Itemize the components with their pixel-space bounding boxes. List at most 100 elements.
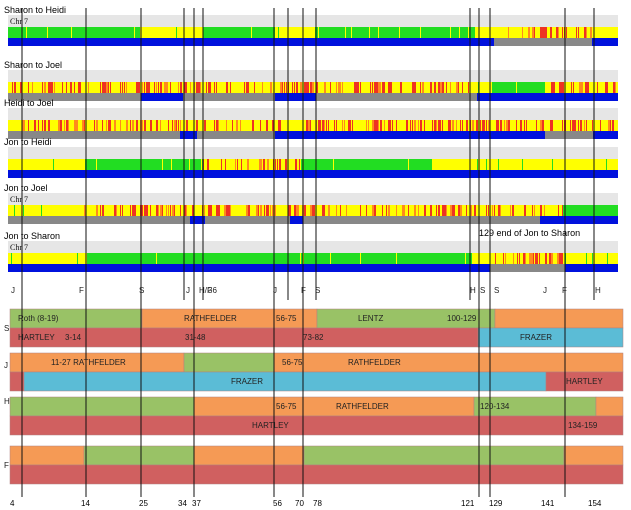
mismatch-mark — [517, 253, 518, 264]
ibd-band — [545, 131, 593, 139]
mismatch-mark — [54, 82, 55, 93]
ibd-band — [275, 93, 316, 101]
mismatch-mark — [450, 205, 452, 216]
mismatch-mark — [47, 27, 48, 38]
segment-label: HARTLEY — [18, 333, 55, 342]
mismatch-mark — [206, 82, 207, 93]
mismatch-mark — [368, 120, 369, 131]
mismatch-mark — [226, 205, 228, 216]
mismatch-mark — [360, 205, 361, 216]
mismatch-mark — [138, 82, 140, 93]
mismatch-mark — [468, 27, 469, 38]
mismatch-mark — [459, 27, 460, 38]
mismatch-mark — [366, 205, 367, 216]
mismatch-mark — [144, 205, 146, 216]
mismatch-mark — [186, 205, 187, 216]
mismatch-mark — [154, 82, 155, 93]
mismatch-mark — [266, 120, 268, 131]
mismatch-mark — [539, 253, 540, 264]
mismatch-mark — [462, 82, 463, 93]
mismatch-mark — [424, 205, 426, 216]
mismatch-mark — [546, 27, 547, 38]
mismatch-mark — [96, 205, 98, 216]
mismatch-mark — [336, 120, 337, 131]
segment-label: 56-75 — [282, 358, 303, 367]
segment — [9, 396, 195, 417]
mismatch-mark — [344, 120, 345, 131]
mismatch-mark — [584, 27, 586, 38]
mismatch-mark — [256, 205, 258, 216]
mismatch-mark — [306, 120, 308, 131]
track-background — [8, 15, 618, 27]
mismatch-mark — [345, 27, 346, 38]
mismatch-mark — [282, 82, 283, 93]
comparison-track — [8, 15, 618, 46]
mismatch-mark — [512, 205, 514, 216]
comparison-label: Jon to Joel — [4, 183, 48, 193]
mismatch-mark — [166, 205, 167, 216]
position-lines — [21, 8, 595, 497]
segment-label: LENTZ — [358, 314, 383, 323]
mismatch-mark — [22, 120, 24, 131]
mismatch-mark — [251, 27, 252, 38]
match-band — [315, 27, 475, 38]
mismatch-mark — [82, 120, 84, 131]
mismatch-mark — [84, 159, 85, 170]
mismatch-mark — [258, 205, 259, 216]
mismatch-mark — [102, 205, 104, 216]
mismatch-mark — [396, 120, 397, 131]
mismatch-mark — [561, 82, 563, 93]
mismatch-mark — [376, 120, 378, 131]
mismatch-mark — [162, 205, 163, 216]
mismatch-mark — [494, 205, 495, 216]
mismatch-mark — [496, 120, 498, 131]
mismatch-mark — [466, 120, 468, 131]
mismatch-mark — [452, 205, 454, 216]
mismatch-mark — [232, 120, 233, 131]
mismatch-mark — [204, 120, 206, 131]
mismatch-mark — [336, 205, 337, 216]
mismatch-mark — [424, 120, 425, 131]
ibd-band — [565, 264, 618, 272]
mismatch-mark — [587, 82, 589, 93]
mismatch-mark — [94, 120, 95, 131]
mismatch-mark — [590, 27, 592, 38]
mismatch-mark — [290, 205, 291, 216]
mismatch-mark — [584, 120, 585, 131]
mismatch-mark — [142, 82, 143, 93]
segment-label: 134-159 — [568, 421, 598, 430]
mismatch-mark — [498, 120, 499, 131]
mismatch-mark — [436, 120, 437, 131]
mismatch-mark — [174, 120, 176, 131]
match-band — [140, 27, 203, 38]
mismatch-mark — [452, 120, 454, 131]
mismatch-mark — [572, 120, 574, 131]
mismatch-mark — [440, 82, 442, 93]
mismatch-mark — [120, 205, 121, 216]
mismatch-mark — [96, 159, 97, 170]
mismatch-mark — [561, 253, 563, 264]
mismatch-mark — [142, 120, 143, 131]
mismatch-mark — [608, 120, 610, 131]
mismatch-mark — [23, 205, 24, 216]
mismatch-mark — [519, 253, 520, 264]
mismatch-mark — [484, 120, 485, 131]
mismatch-mark — [468, 82, 469, 93]
ibd-band — [490, 264, 565, 272]
mismatch-mark — [272, 205, 274, 216]
mismatch-mark — [414, 82, 416, 93]
comparison-label: Jon to Sharon — [4, 231, 60, 241]
mismatch-mark — [432, 120, 433, 131]
ibd-band — [141, 93, 183, 101]
segment-label: HARTLEY — [252, 421, 289, 430]
segment — [193, 445, 305, 466]
mismatch-mark — [42, 82, 43, 93]
mismatch-mark — [228, 205, 230, 216]
mismatch-mark — [446, 205, 447, 216]
parent-label: H — [4, 397, 10, 406]
mismatch-mark — [597, 82, 598, 93]
mismatch-mark — [120, 82, 121, 93]
mismatch-mark — [324, 205, 325, 216]
mismatch-mark — [279, 159, 281, 170]
match-band — [8, 159, 84, 170]
